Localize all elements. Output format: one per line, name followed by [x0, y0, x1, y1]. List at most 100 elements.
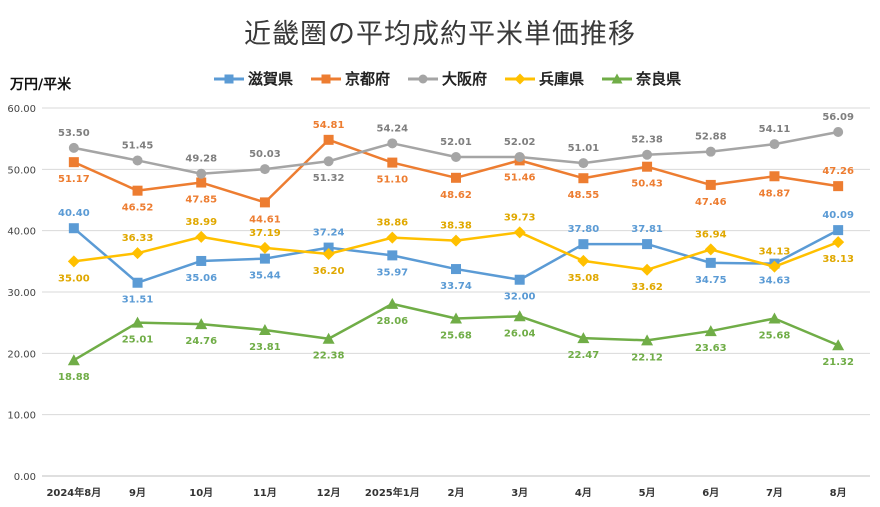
- legend-label-hyogo: 兵庫県: [539, 70, 585, 88]
- y-tick-label: 60.00: [7, 104, 36, 115]
- data-label: 37.19: [249, 228, 281, 239]
- data-label: 35.97: [376, 267, 408, 278]
- data-point: [833, 181, 844, 192]
- data-point: [514, 151, 525, 162]
- series-line: [73, 130, 839, 175]
- data-label: 54.81: [313, 120, 345, 131]
- data-label: 47.26: [822, 166, 854, 177]
- data-point: [259, 164, 270, 175]
- data-label: 38.99: [185, 217, 217, 228]
- data-label: 36.33: [122, 233, 154, 244]
- legend-label-nara: 奈良県: [636, 70, 682, 88]
- x-tick-label: 2025年1月: [365, 486, 420, 499]
- data-point: [259, 253, 270, 264]
- y-tick-label: 30.00: [7, 288, 36, 299]
- legend: 滋賀県 京都府 大阪府 兵庫県 奈良県: [214, 68, 681, 89]
- data-label: 54.11: [759, 124, 791, 135]
- x-tick-label: 7月: [766, 487, 783, 499]
- data-point: [386, 231, 399, 244]
- legend-swatch-hyogo: [505, 73, 536, 84]
- data-point: [642, 239, 653, 250]
- data-point: [642, 161, 653, 172]
- legend-item-shiga: 滋賀県: [214, 68, 293, 89]
- data-label: 18.88: [58, 372, 90, 383]
- x-tick-label: 9月: [129, 487, 146, 499]
- y-tick-label: 20.00: [7, 349, 36, 360]
- data-point: [578, 173, 589, 184]
- legend-marker: [418, 74, 428, 83]
- data-point: [387, 157, 398, 168]
- data-point: [704, 243, 717, 256]
- data-label: 47.46: [695, 197, 727, 208]
- data-point: [705, 257, 716, 268]
- y-tick-label: 10.00: [7, 411, 36, 422]
- legend-marker: [611, 73, 623, 83]
- data-label: 46.52: [122, 203, 154, 214]
- data-label: 50.03: [249, 149, 281, 160]
- data-point: [705, 179, 716, 190]
- data-label: 51.32: [313, 173, 345, 184]
- data-point: [578, 158, 589, 169]
- data-point: [641, 334, 654, 346]
- data-point: [387, 250, 398, 261]
- data-point: [769, 258, 780, 269]
- data-label: 25.68: [440, 330, 472, 341]
- data-label: 48.62: [440, 190, 472, 201]
- data-label: 53.50: [58, 128, 90, 139]
- data-label: 37.24: [313, 228, 345, 239]
- data-label: 51.01: [568, 143, 600, 154]
- y-axis-unit-label: 万円/平米: [10, 77, 72, 93]
- data-label: 23.81: [249, 342, 281, 353]
- data-label: 56.09: [822, 112, 854, 123]
- data-point: [195, 230, 208, 243]
- legend-marker: [224, 74, 234, 83]
- data-point: [768, 312, 781, 324]
- data-label: 24.76: [185, 336, 217, 347]
- data-label: 40.40: [58, 208, 90, 219]
- data-label: 51.17: [58, 174, 90, 185]
- y-tick-label: 40.00: [7, 227, 36, 238]
- data-label: 37.80: [568, 224, 600, 235]
- data-label: 49.28: [185, 154, 217, 165]
- data-label: 38.86: [376, 218, 408, 229]
- data-label: 35.44: [249, 271, 281, 282]
- data-label: 32.00: [504, 292, 536, 303]
- data-point: [577, 332, 590, 344]
- data-point: [514, 274, 525, 285]
- series-line: [73, 231, 839, 272]
- data-point: [451, 152, 461, 163]
- data-label: 25.68: [759, 330, 791, 341]
- data-point: [196, 255, 207, 266]
- data-point: [768, 260, 781, 273]
- data-label: 22.38: [313, 351, 345, 362]
- data-point: [132, 277, 143, 288]
- data-point: [450, 312, 462, 324]
- data-label: 48.87: [759, 188, 791, 199]
- series-line: [73, 138, 839, 204]
- x-tick-label: 5月: [639, 487, 656, 499]
- legend-swatch-shiga: [214, 74, 244, 83]
- data-label: 38.38: [440, 221, 472, 232]
- data-label: 33.74: [440, 281, 472, 292]
- x-tick-label: 2月: [448, 487, 465, 499]
- data-point: [450, 234, 462, 247]
- data-point: [258, 323, 271, 335]
- data-label: 39.73: [504, 212, 536, 223]
- data-label: 36.94: [695, 229, 727, 240]
- data-point: [323, 156, 334, 167]
- data-label: 51.10: [376, 175, 408, 186]
- x-tick-label: 6月: [702, 487, 719, 499]
- legend-item-hyogo: 兵庫県: [505, 68, 584, 89]
- data-point: [769, 139, 780, 150]
- x-tick-label: 3月: [511, 487, 528, 499]
- data-point: [68, 223, 79, 234]
- data-point: [196, 168, 207, 179]
- legend-swatch-nara: [602, 73, 633, 83]
- data-label: 50.43: [631, 179, 663, 190]
- series-line: [73, 227, 839, 284]
- series-line: [73, 302, 839, 362]
- data-point: [68, 157, 79, 168]
- data-label: 44.61: [249, 214, 281, 225]
- data-label: 40.09: [822, 210, 854, 221]
